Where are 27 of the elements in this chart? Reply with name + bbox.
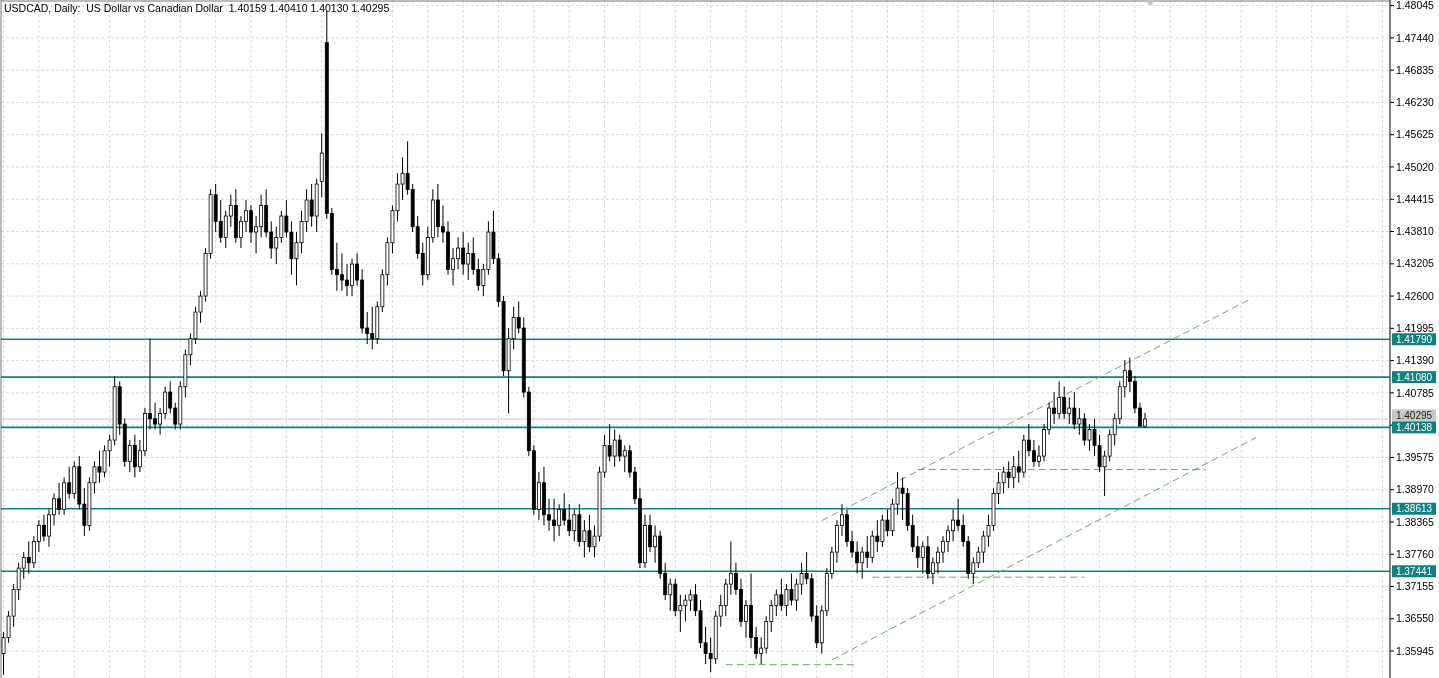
y-tick-label: 1.48045 — [1396, 0, 1435, 12]
y-tick-label: 1.43205 — [1396, 257, 1435, 270]
ref-line-label: 1.40138 — [1395, 421, 1433, 433]
ref-line-label: 1.41790 — [1395, 333, 1433, 345]
y-tick-label: 1.37760 — [1396, 547, 1435, 560]
ref-line-label: 1.41080 — [1395, 371, 1433, 383]
y-tick-label: 1.41390 — [1396, 354, 1435, 367]
y-tick-label: 1.40785 — [1396, 386, 1435, 399]
y-tick-label: 1.44415 — [1396, 192, 1435, 205]
y-tick-label: 1.43810 — [1396, 225, 1435, 238]
y-tick-label: 1.41995 — [1396, 322, 1435, 335]
y-tick-label: 1.35945 — [1396, 644, 1435, 657]
ref-line-label: 1.40295 — [1395, 409, 1433, 421]
y-tick-label: 1.47440 — [1396, 31, 1435, 44]
y-tick-label: 1.36550 — [1396, 612, 1435, 625]
chart-title: USDCAD, Daily: US Dollar vs Canadian Dollar 1.40159 1.40410 1.40130 1.40295 — [4, 2, 390, 14]
y-tick-label: 1.46835 — [1396, 63, 1435, 76]
y-tick-label: 1.45020 — [1396, 160, 1435, 173]
y-tick-label: 1.39575 — [1396, 451, 1435, 464]
y-tick-label: 1.37155 — [1396, 580, 1435, 593]
ref-line-label: 1.38613 — [1395, 503, 1433, 515]
y-tick-label: 1.42600 — [1396, 289, 1435, 302]
y-tick-label: 1.46230 — [1396, 96, 1435, 109]
ref-line-label: 1.37441 — [1395, 565, 1433, 577]
y-tick-label: 1.38365 — [1396, 515, 1435, 528]
y-tick-label: 1.38970 — [1396, 483, 1435, 496]
y-tick-label: 1.45625 — [1396, 128, 1435, 141]
